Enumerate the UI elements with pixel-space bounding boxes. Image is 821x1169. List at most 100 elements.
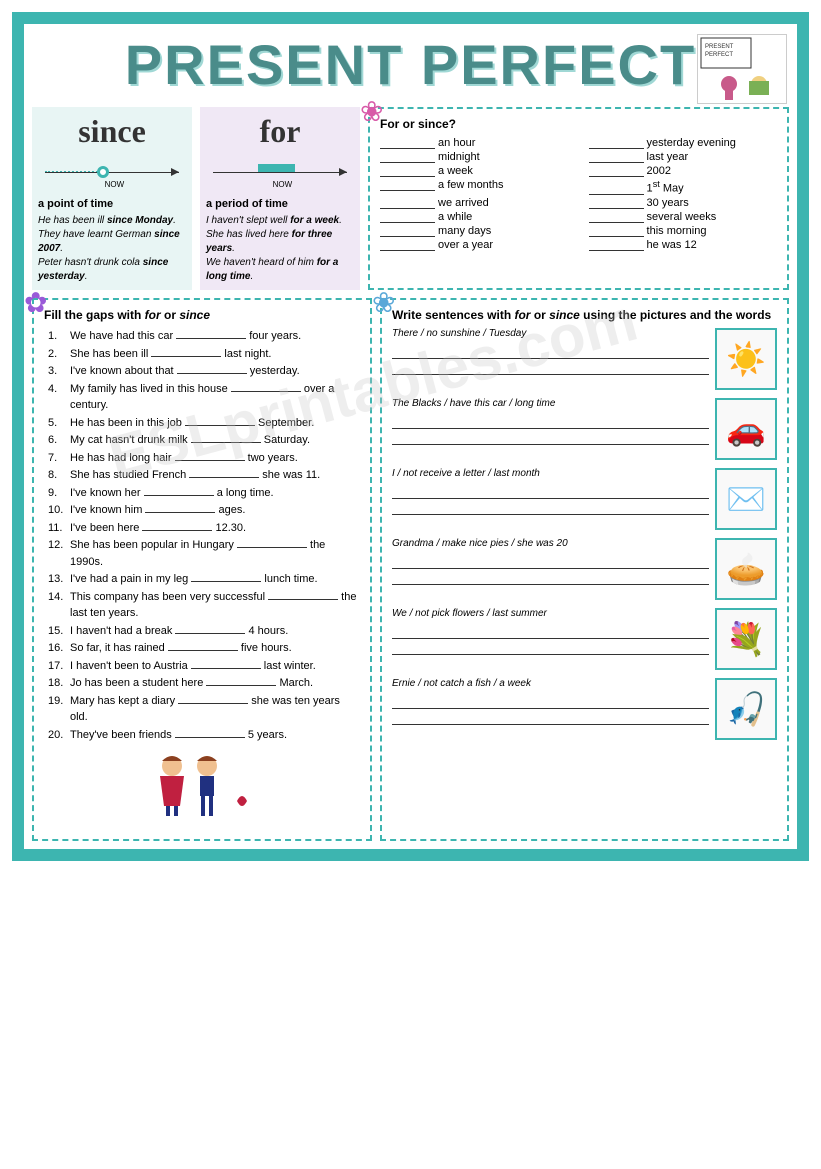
answer-line[interactable] — [392, 555, 709, 569]
blank-field[interactable] — [380, 211, 435, 223]
blank-field[interactable] — [175, 727, 245, 738]
answer-line[interactable] — [392, 345, 709, 359]
blank-field[interactable] — [589, 225, 644, 237]
blank-field[interactable] — [589, 197, 644, 209]
ex2-item: 2.She has been ill last night. — [48, 346, 360, 363]
blank-field[interactable] — [175, 450, 245, 461]
blank-field[interactable] — [237, 537, 307, 548]
blank-field[interactable] — [589, 137, 644, 149]
blank-field[interactable] — [589, 165, 644, 177]
ex1-item: 30 years — [589, 197, 778, 209]
ex3-item: We / not pick flowers / last summer💐 — [392, 608, 777, 670]
ex1-item: this morning — [589, 225, 778, 237]
answer-line[interactable] — [392, 641, 709, 655]
answer-line[interactable] — [392, 571, 709, 585]
blank-field[interactable] — [142, 520, 212, 531]
since-subtitle: a point of time — [38, 198, 186, 210]
since-timeline: NOW — [38, 154, 186, 194]
ex3-title: Write sentences with for or since using … — [392, 308, 777, 322]
ex1-grid: an hour yesterday evening midnight last … — [380, 137, 777, 251]
blank-field[interactable] — [380, 197, 435, 209]
blank-field[interactable] — [191, 432, 261, 443]
ex3-prompt: Grandma / make nice pies / she was 20 — [392, 538, 709, 600]
blank-field[interactable] — [175, 623, 245, 634]
blank-field[interactable] — [589, 239, 644, 251]
blank-field[interactable] — [380, 225, 435, 237]
blank-field[interactable] — [380, 165, 435, 177]
ex3-prompt: We / not pick flowers / last summer — [392, 608, 709, 670]
ex2-item: 19.Mary has kept a diary she was ten yea… — [48, 693, 360, 726]
ex2-item: 3.I've known about that yesterday. — [48, 363, 360, 380]
answer-line[interactable] — [392, 501, 709, 515]
blank-field[interactable] — [185, 415, 255, 426]
since-examples: He has been ill since Monday.They have l… — [38, 214, 186, 284]
ex3-picture: ✉️ — [715, 468, 777, 530]
dolls-illustration — [44, 751, 360, 831]
ex2-item: 14.This company has been very successful… — [48, 589, 360, 622]
blank-field[interactable] — [145, 502, 215, 513]
ex2-item: 7.He has had long hair two years. — [48, 450, 360, 467]
ex1-item: 2002 — [589, 165, 778, 177]
blank-field[interactable] — [189, 467, 259, 478]
blank-field[interactable] — [589, 183, 644, 195]
answer-line[interactable] — [392, 625, 709, 639]
answer-line[interactable] — [392, 485, 709, 499]
page-border: PRESENT PERFECT PRESENT PERFECT since NO… — [12, 12, 809, 861]
ex2-item: 11.I've been here 12.30. — [48, 520, 360, 537]
ex2-item: 16.So far, it has rained five hours. — [48, 640, 360, 657]
ex2-list: 1.We have had this car four years.2.She … — [44, 328, 360, 743]
ex3-item: I / not receive a letter / last month✉️ — [392, 468, 777, 530]
ex3-item: Ernie / not catch a fish / a week🎣 — [392, 678, 777, 740]
blank-field[interactable] — [168, 640, 238, 651]
blank-field[interactable] — [177, 363, 247, 374]
blank-field[interactable] — [144, 485, 214, 496]
main-title: PRESENT PERFECT — [32, 32, 789, 97]
ex2-item: 8.She has studied French she was 11. — [48, 467, 360, 484]
answer-line[interactable] — [392, 711, 709, 725]
ex1-item: we arrived — [380, 197, 569, 209]
blank-field[interactable] — [380, 137, 435, 149]
ex3-picture: 💐 — [715, 608, 777, 670]
blank-field[interactable] — [380, 239, 435, 251]
ex1-item: a week — [380, 165, 569, 177]
exercise-1-box: ❀ For or since? an hour yesterday evenin… — [368, 107, 789, 290]
ex2-item: 4.My family has lived in this house over… — [48, 381, 360, 414]
ex1-item: several weeks — [589, 211, 778, 223]
blank-field[interactable] — [268, 589, 338, 600]
blank-field[interactable] — [231, 381, 301, 392]
ex2-item: 12.She has been popular in Hungary the 1… — [48, 537, 360, 570]
ex1-item: yesterday evening — [589, 137, 778, 149]
blank-field[interactable] — [191, 571, 261, 582]
ex2-item: 18.Jo has been a student here March. — [48, 675, 360, 692]
blank-field[interactable] — [589, 211, 644, 223]
ex1-item: a while — [380, 211, 569, 223]
svg-text:PERFECT: PERFECT — [705, 52, 733, 58]
blank-field[interactable] — [380, 179, 435, 191]
ex2-item: 15.I haven't had a break 4 hours. — [48, 623, 360, 640]
bottom-row: ✿ Fill the gaps with for or since 1.We h… — [32, 298, 789, 841]
ex2-item: 6.My cat hasn't drunk milk Saturday. — [48, 432, 360, 449]
corner-illustration: PRESENT PERFECT — [697, 34, 787, 104]
blank-field[interactable] — [176, 328, 246, 339]
blank-field[interactable] — [380, 151, 435, 163]
answer-line[interactable] — [392, 361, 709, 375]
blank-field[interactable] — [178, 693, 248, 704]
flower-icon: ✿ — [24, 286, 47, 319]
answer-line[interactable] — [392, 695, 709, 709]
ex2-item: 9.I've known her a long time. — [48, 485, 360, 502]
for-examples: I haven't slept well for a week.She has … — [206, 214, 354, 284]
ex3-item: The Blacks / have this car / long time🚗 — [392, 398, 777, 460]
ex3-picture: ☀️ — [715, 328, 777, 390]
ex2-item: 10.I've known him ages. — [48, 502, 360, 519]
ex1-title: For or since? — [380, 117, 777, 131]
ex1-item: over a year — [380, 239, 569, 251]
flower-icon: ❀ — [372, 286, 395, 319]
blank-field[interactable] — [206, 675, 276, 686]
blank-field[interactable] — [589, 151, 644, 163]
blank-field[interactable] — [151, 346, 221, 357]
blank-field[interactable] — [191, 658, 261, 669]
ex3-body: There / no sunshine / Tuesday☀️The Black… — [392, 328, 777, 740]
answer-line[interactable] — [392, 415, 709, 429]
ex1-item: many days — [380, 225, 569, 237]
answer-line[interactable] — [392, 431, 709, 445]
